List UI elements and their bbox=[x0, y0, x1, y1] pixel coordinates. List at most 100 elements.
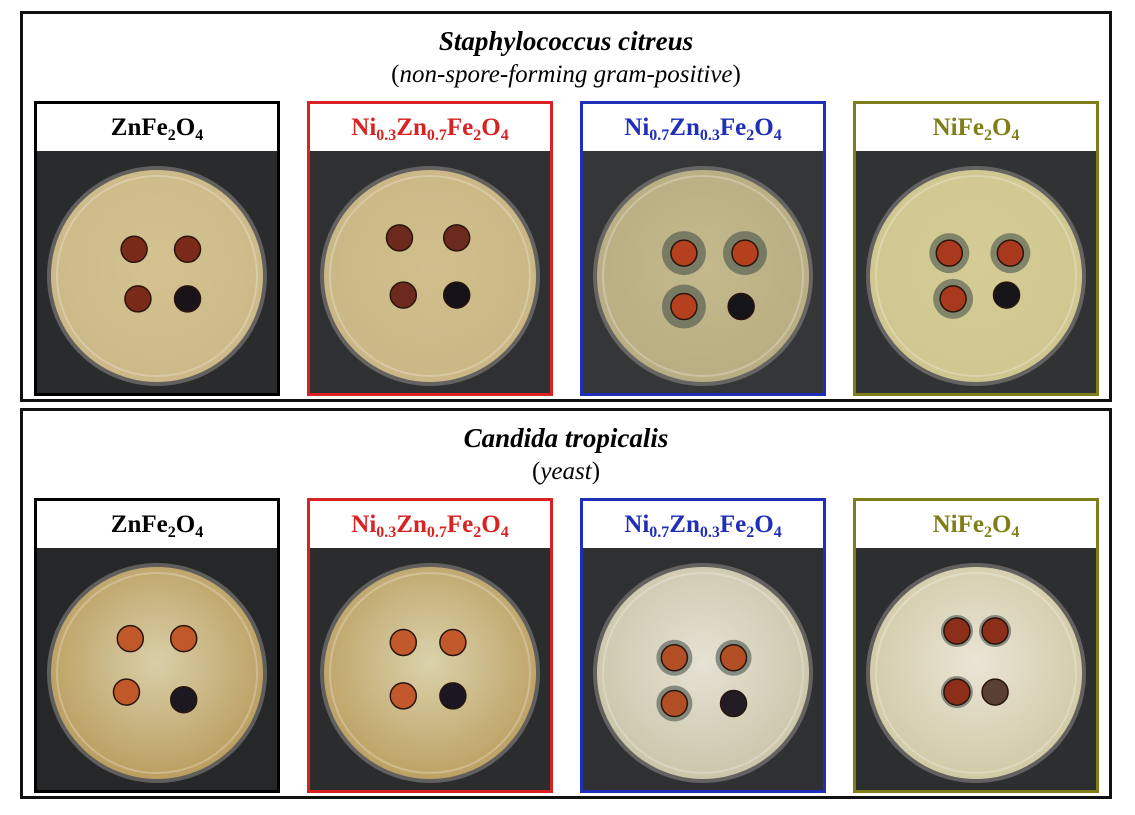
formula-element: Fe bbox=[141, 114, 168, 141]
control-well bbox=[719, 689, 748, 718]
formula-element: O bbox=[481, 511, 501, 538]
agar-plate bbox=[51, 567, 263, 779]
formula-element: O bbox=[754, 511, 774, 538]
dish-inner-rim bbox=[329, 572, 531, 774]
formula-element: Zn bbox=[110, 511, 142, 538]
control-well bbox=[439, 682, 467, 710]
formula-subscript: 2 bbox=[167, 524, 176, 541]
formula-element: Fe bbox=[719, 511, 747, 538]
panel-ni07zn03fe2o4: Ni0.7Zn0.3Fe2O4 bbox=[580, 101, 826, 396]
panel-label: Ni0.7Zn0.3Fe2O4 bbox=[583, 104, 823, 151]
petri-dish-photo bbox=[583, 548, 823, 790]
formula-subscript: 4 bbox=[1011, 524, 1020, 541]
sample-well bbox=[719, 643, 748, 672]
panel-ni07zn03fe2o4: Ni0.7Zn0.3Fe2O4 bbox=[580, 498, 826, 793]
panel-label: NiFe2O4 bbox=[856, 501, 1096, 548]
formula-subscript: 0.3 bbox=[699, 524, 720, 541]
panel-label: Ni0.3Zn0.7Fe2O4 bbox=[310, 104, 550, 151]
formula-element: O bbox=[481, 114, 501, 141]
subtitle-text: yeast bbox=[540, 458, 592, 485]
sample-well bbox=[385, 224, 414, 252]
section-subtitle: (non-spore-forming gram-positive) bbox=[391, 61, 741, 88]
formula-element: Fe bbox=[446, 114, 474, 141]
formula-subscript: 2 bbox=[473, 127, 482, 144]
formula-subscript: 2 bbox=[473, 524, 482, 541]
control-well bbox=[981, 678, 1009, 706]
petri-dish-photo bbox=[856, 151, 1096, 393]
dish-inner-rim bbox=[329, 175, 531, 377]
formula-subscript: 0.3 bbox=[376, 127, 397, 144]
dish-inner-rim bbox=[875, 572, 1077, 774]
agar-plate bbox=[870, 567, 1082, 779]
petri-dish-photo bbox=[37, 548, 277, 790]
agar-plate bbox=[51, 170, 263, 382]
section-staphylococcus: Staphylococcus citreus (non-spore-formin… bbox=[20, 11, 1112, 402]
panel-label: ZnFe2O4 bbox=[37, 501, 277, 548]
petri-dish-photo bbox=[37, 151, 277, 393]
sample-well bbox=[939, 285, 967, 313]
subtitle-text: non-spore-forming gram-positive bbox=[399, 61, 733, 88]
sample-well bbox=[124, 285, 152, 313]
panel-ni03zn07fe2o4: Ni0.3Zn0.7Fe2O4 bbox=[307, 498, 553, 793]
sample-well bbox=[120, 235, 148, 264]
formula-element: Zn bbox=[110, 114, 142, 141]
formula-element: O bbox=[175, 511, 196, 538]
formula-subscript: 4 bbox=[195, 127, 204, 144]
formula-element: Fe bbox=[446, 511, 474, 538]
section-subtitle: (yeast) bbox=[531, 458, 601, 485]
formula-subscript: 2 bbox=[746, 127, 755, 144]
agar-plate bbox=[597, 170, 809, 382]
petri-dish-photo bbox=[310, 151, 550, 393]
formula-element: Ni bbox=[932, 114, 958, 141]
petri-dish-photo bbox=[583, 151, 823, 393]
formula-element: Fe bbox=[957, 114, 984, 141]
formula-subscript: 4 bbox=[195, 524, 204, 541]
sample-well bbox=[442, 224, 471, 252]
formula-subscript: 0.3 bbox=[376, 524, 397, 541]
formula-subscript: 4 bbox=[500, 127, 509, 144]
formula-element: Fe bbox=[719, 114, 747, 141]
petri-dish-photo bbox=[856, 548, 1096, 790]
sample-well bbox=[173, 235, 202, 264]
dish-inner-rim bbox=[56, 175, 258, 377]
agar-plate bbox=[324, 567, 536, 779]
sample-well bbox=[439, 628, 467, 657]
agar-plate bbox=[324, 170, 536, 382]
sample-well bbox=[731, 239, 759, 267]
formula-subscript: 2 bbox=[983, 127, 992, 144]
control-well bbox=[169, 685, 198, 714]
agar-plate bbox=[870, 170, 1082, 382]
panel-znfe2o4: ZnFe2O4 bbox=[34, 498, 280, 793]
formula-element: Zn bbox=[669, 114, 700, 141]
sample-well bbox=[670, 239, 698, 267]
formula-element: Ni bbox=[624, 511, 650, 538]
control-well bbox=[727, 292, 755, 321]
formula-subscript: 0.7 bbox=[426, 127, 447, 144]
panel-label: Ni0.3Zn0.7Fe2O4 bbox=[310, 501, 550, 548]
petri-dish-photo bbox=[310, 548, 550, 790]
formula-subscript: 0.3 bbox=[699, 127, 720, 144]
formula-element: Zn bbox=[396, 511, 427, 538]
dish-inner-rim bbox=[602, 572, 804, 774]
dish-inner-rim bbox=[875, 175, 1077, 377]
control-well bbox=[173, 285, 202, 313]
formula-subscript: 0.7 bbox=[426, 524, 447, 541]
section-title: Staphylococcus citreus bbox=[438, 26, 694, 56]
sample-well bbox=[389, 281, 418, 309]
formula-element: O bbox=[754, 114, 774, 141]
sample-well bbox=[943, 678, 971, 706]
sample-well bbox=[116, 624, 145, 653]
formula-element: Zn bbox=[396, 114, 427, 141]
sample-well bbox=[169, 624, 198, 653]
formula-subscript: 4 bbox=[500, 524, 509, 541]
formula-subscript: 4 bbox=[773, 127, 782, 144]
panel-label: ZnFe2O4 bbox=[37, 104, 277, 151]
formula-element: O bbox=[175, 114, 196, 141]
panel-nife2o4: NiFe2O4 bbox=[853, 498, 1099, 793]
sample-well bbox=[389, 628, 418, 657]
sample-well bbox=[112, 678, 141, 706]
panel-ni03zn07fe2o4: Ni0.3Zn0.7Fe2O4 bbox=[307, 101, 553, 396]
sample-well bbox=[935, 239, 964, 267]
agar-plate bbox=[597, 567, 809, 779]
dish-inner-rim bbox=[602, 175, 804, 377]
